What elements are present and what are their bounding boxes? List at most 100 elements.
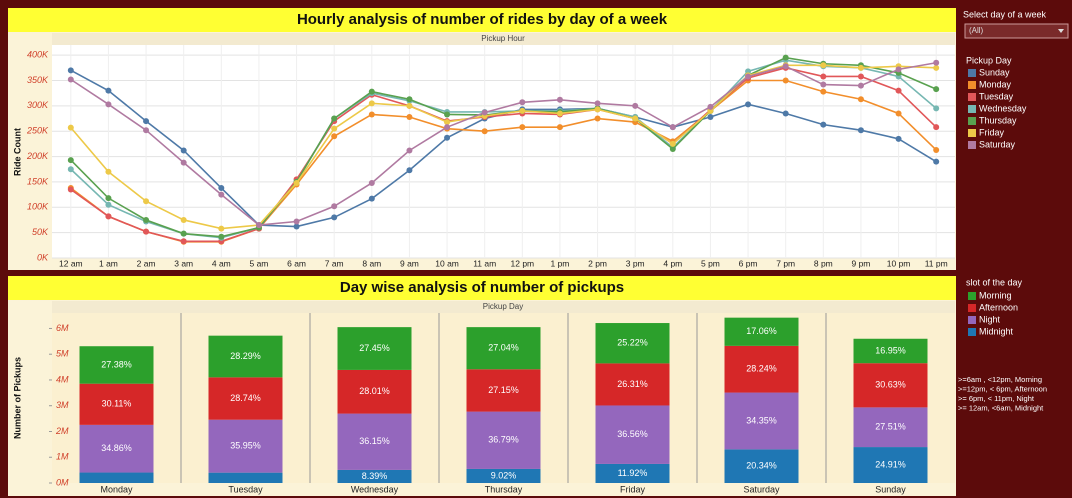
filter-label: Select day of a week: [963, 9, 1047, 19]
y-tick-label: 4M: [56, 374, 69, 384]
point: [105, 101, 112, 108]
header-band: [52, 33, 955, 45]
x-tick-label: 6 pm: [739, 258, 758, 268]
bar-segment: [208, 377, 283, 420]
x-tick-label: 7 pm: [776, 258, 795, 268]
point: [820, 88, 827, 95]
note: >=12pm, < 6pm, Afternoon: [958, 384, 1047, 393]
legend-label: Morning: [979, 290, 1012, 300]
dropdown[interactable]: [964, 23, 1069, 39]
point: [556, 96, 563, 103]
x-tick-label: 4 pm: [663, 258, 682, 268]
point: [820, 121, 827, 128]
note: >= 12am, <6am, Midnight: [958, 403, 1044, 412]
legend-swatch: [968, 328, 976, 336]
x-tick-label: 11 pm: [925, 258, 948, 268]
bar-segment: [337, 369, 412, 414]
segment-label: 25.22%: [617, 338, 648, 348]
point: [67, 124, 74, 131]
point: [745, 101, 752, 108]
header-band: [52, 301, 955, 313]
point: [105, 87, 112, 94]
bar-segment: [724, 392, 799, 450]
point: [105, 201, 112, 208]
segment-label: 28.29%: [230, 351, 261, 361]
point: [481, 128, 488, 135]
point: [180, 230, 187, 237]
point: [293, 223, 300, 230]
bar-segment: [466, 369, 541, 412]
x-tick-label: 7 am: [325, 258, 344, 268]
y-tick-label: 0M: [56, 477, 69, 487]
x-tick-label: 2 am: [137, 258, 156, 268]
point: [67, 186, 74, 193]
point: [707, 103, 714, 110]
point: [820, 81, 827, 88]
x-tick-label: 12 pm: [511, 258, 535, 268]
x-tick-label: Thursday: [485, 484, 523, 494]
segment-label: 27.51%: [875, 422, 906, 432]
point: [707, 114, 714, 121]
bar-segment: [466, 327, 541, 370]
point: [857, 82, 864, 89]
segment-label: 36.79%: [488, 435, 519, 445]
x-tick-label: 3 pm: [626, 258, 645, 268]
y-tick-label: 2M: [55, 426, 69, 436]
bar-segment: [724, 317, 799, 346]
line: [70, 59, 937, 239]
point: [218, 233, 225, 240]
segment-label: 36.56%: [617, 429, 648, 439]
x-tick-label: 3 am: [174, 258, 193, 268]
x-tick-label: Friday: [620, 484, 646, 494]
segment-label: 26.31%: [617, 379, 648, 389]
legend-label: Monday: [979, 79, 1012, 89]
legend-swatch: [968, 304, 976, 312]
point: [895, 135, 902, 142]
segment-label: 27.15%: [488, 385, 519, 395]
point: [519, 107, 526, 114]
segment-label: 28.74%: [230, 393, 261, 403]
bar-segment: [853, 338, 928, 364]
point: [519, 124, 526, 131]
chart-title: Hourly analysis of number of rides by da…: [297, 11, 668, 28]
point: [745, 73, 752, 80]
point: [331, 203, 338, 210]
segment-label: 20.34%: [746, 461, 777, 471]
legend-swatch: [968, 117, 976, 125]
y-axis-label: Ride Count: [12, 128, 22, 176]
y-tick-label: 0K: [37, 252, 49, 262]
title-bar: [8, 276, 956, 300]
segment-label: 16.95%: [875, 345, 906, 355]
point: [143, 228, 150, 235]
x-tick-label: 5 am: [249, 258, 268, 268]
y-tick-label: 300K: [27, 100, 49, 110]
y-tick-label: 3M: [56, 400, 69, 410]
y-tick-label: 6M: [56, 323, 69, 333]
point: [857, 64, 864, 71]
bar-segment: [595, 323, 670, 364]
point: [857, 96, 864, 103]
y-axis-label: Number of Pickups: [12, 357, 22, 439]
x-tick-label: Wednesday: [351, 484, 399, 494]
point: [933, 124, 940, 131]
point: [895, 87, 902, 94]
segment-label: 27.04%: [488, 343, 519, 353]
point: [67, 67, 74, 74]
note: >=6am , <12pm, Morning: [958, 375, 1042, 384]
legend-label: Afternoon: [979, 302, 1018, 312]
point: [594, 100, 601, 107]
segment-label: 36.15%: [359, 436, 390, 446]
bar-segment: [466, 468, 541, 483]
bar-segment: [853, 363, 928, 408]
x-tick-label: 6 am: [287, 258, 306, 268]
legend-swatch: [968, 129, 976, 137]
legend-swatch: [968, 105, 976, 113]
y-tick-label: 200K: [26, 151, 49, 161]
legend-label: Tuesday: [979, 91, 1014, 101]
point: [933, 64, 940, 71]
legend-title: slot of the day: [966, 277, 1023, 287]
chart-title: Day wise analysis of number of pickups: [340, 279, 624, 296]
x-tick-label: 9 pm: [851, 258, 870, 268]
legend-label: Friday: [979, 127, 1005, 137]
legend-label: Thursday: [979, 115, 1017, 125]
